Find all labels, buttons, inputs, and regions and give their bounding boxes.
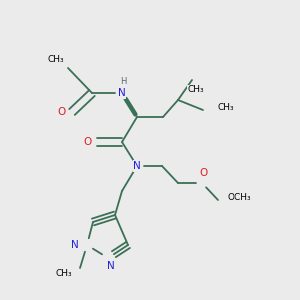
Text: CH₃: CH₃ [217, 103, 234, 112]
Text: N: N [71, 240, 79, 250]
Text: N: N [133, 161, 141, 171]
Text: CH₃: CH₃ [56, 268, 72, 278]
Text: O: O [83, 137, 91, 147]
Text: CH₃: CH₃ [48, 56, 64, 64]
Text: H: H [120, 76, 126, 85]
Text: CH₃: CH₃ [188, 85, 204, 94]
Text: N: N [118, 88, 126, 98]
Text: N: N [107, 261, 115, 271]
Text: O: O [199, 168, 207, 178]
Text: O: O [58, 107, 66, 117]
Text: OCH₃: OCH₃ [228, 193, 252, 202]
